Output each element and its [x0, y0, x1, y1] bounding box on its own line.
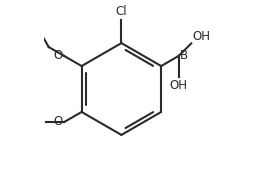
Text: OH: OH [170, 79, 188, 92]
Text: O: O [53, 115, 62, 128]
Text: B: B [180, 49, 188, 62]
Text: Cl: Cl [116, 5, 127, 18]
Text: OH: OH [192, 30, 210, 43]
Text: O: O [53, 48, 62, 62]
